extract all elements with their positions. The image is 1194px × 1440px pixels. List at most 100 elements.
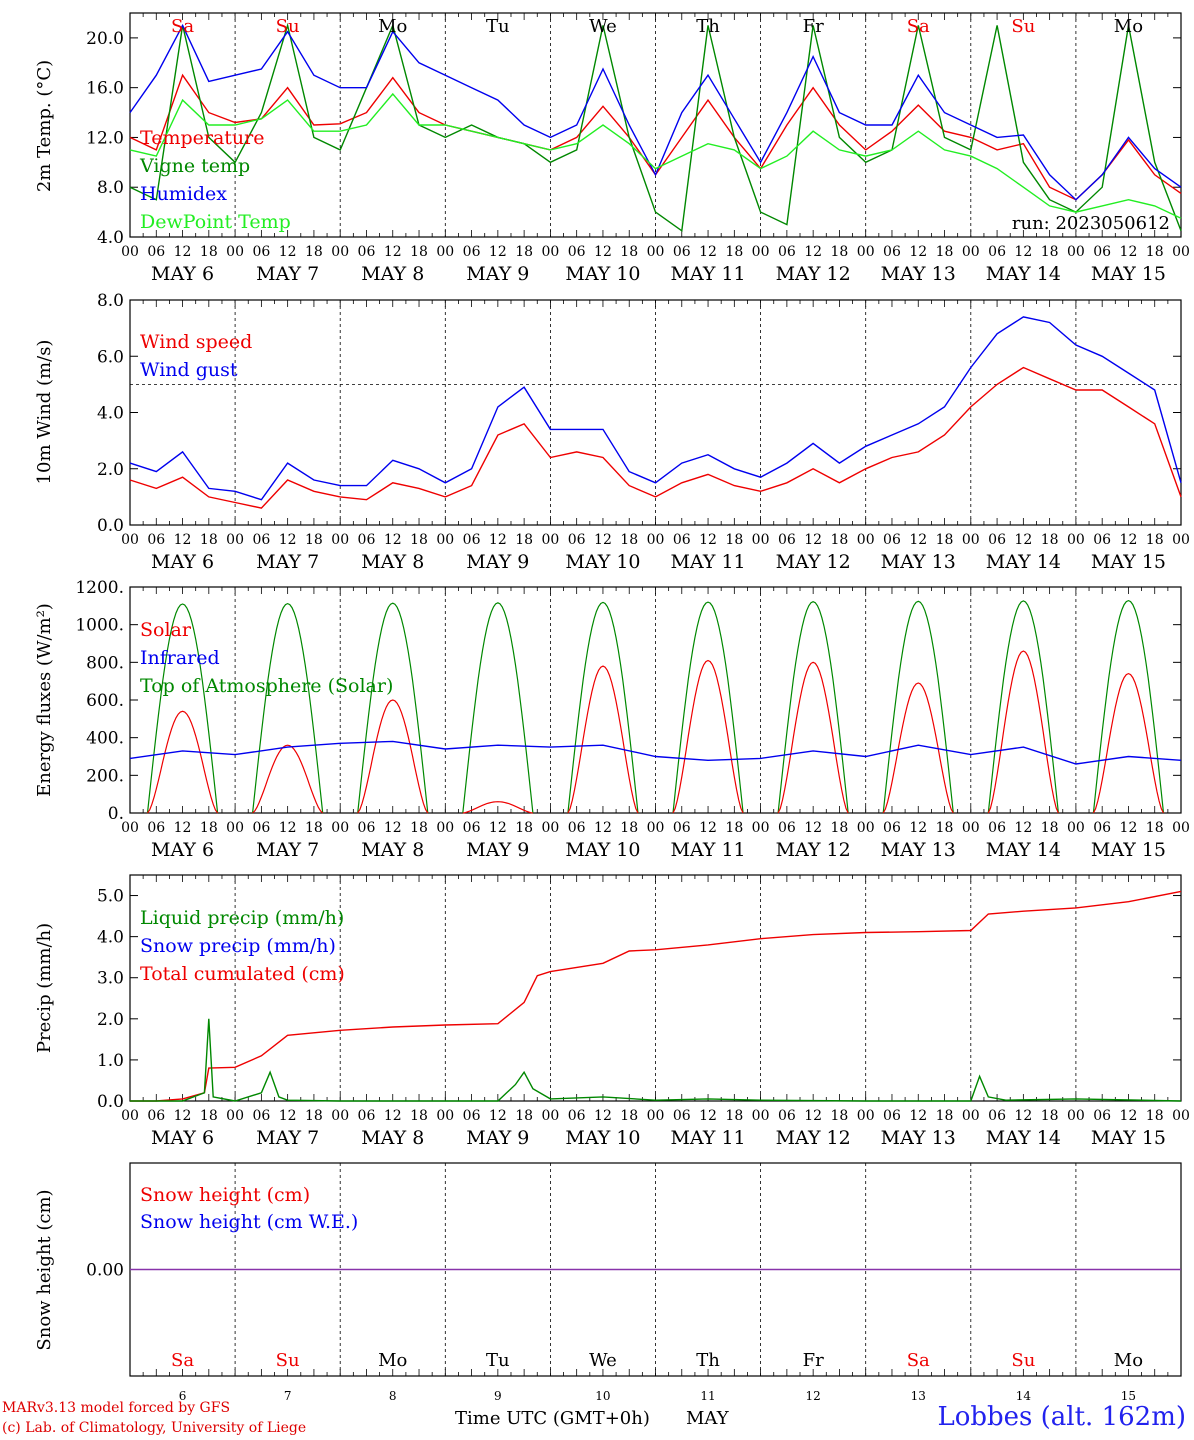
toa-solar-day-7	[777, 601, 849, 814]
panel-4-hour-label: 00	[647, 1108, 665, 1124]
panel-3-date-label: MAY 15	[1091, 839, 1166, 861]
panel-3-hour-label: 12	[804, 820, 822, 836]
panel-1-hour-label: 18	[620, 244, 638, 260]
panel-2-date-label: MAY 13	[881, 551, 956, 573]
panel-1-y-axis-label: 2m Temp. (°C)	[34, 60, 55, 192]
panel-3-hour-label: 00	[1172, 820, 1190, 836]
solar-day-1	[147, 710, 219, 814]
panel-3-hour-label: 12	[1120, 820, 1138, 836]
panel-3-hour-label: 00	[962, 820, 980, 836]
panel-1-date-label: MAY 13	[881, 263, 956, 285]
panel-1-hour-label: 00	[541, 244, 559, 260]
panel-1-hour-label: 12	[279, 244, 297, 260]
panel-4-hour-label: 00	[1067, 1108, 1085, 1124]
day-number: 7	[284, 1389, 292, 1403]
panel-3-date-label: MAY 8	[361, 839, 424, 861]
panel-2-date-label: MAY 10	[565, 551, 640, 573]
panel-1-hour-label: 00	[436, 244, 454, 260]
toa-solar-day-8	[882, 600, 954, 814]
panel-1-hour-label: 00	[647, 244, 665, 260]
day-name-bottom: Sa	[171, 1350, 194, 1371]
panel-3-hour-label: 18	[936, 820, 954, 836]
panel-1-hour-label: 06	[673, 244, 691, 260]
panel-1-hour-label: 12	[174, 244, 192, 260]
panel-2-hour-label: 06	[778, 532, 796, 548]
panel-4-hour-label: 00	[752, 1108, 770, 1124]
day-name-top: Sa	[171, 16, 194, 37]
series-dewpoint-temp	[129, 92, 1182, 219]
panel-1-hour-label: 18	[200, 244, 218, 260]
panel-4-date-label: MAY 12	[776, 1127, 851, 1149]
toa-solar-day-10	[1092, 599, 1165, 814]
panel-3-y-tick-label: 400.	[86, 729, 124, 749]
panel-4-date-label: MAY 8	[361, 1127, 424, 1149]
panel-1-y-tick-label: 4.0	[97, 228, 124, 248]
panel-1-date-label: MAY 15	[1091, 263, 1166, 285]
panel-1-date-label: MAY 8	[361, 263, 424, 285]
panel-2-hour-label: 00	[752, 532, 770, 548]
panel-4	[129, 874, 1182, 1102]
panel-4-hour-label: 18	[1146, 1108, 1164, 1124]
panel-3-hour-label: 00	[331, 820, 349, 836]
panel-1-hour-label: 12	[1014, 244, 1032, 260]
panel-2-hour-label: 06	[463, 532, 481, 548]
day-name-bottom: Su	[1011, 1350, 1035, 1371]
day-number: 12	[806, 1389, 821, 1403]
day-name-bottom: Su	[276, 1350, 300, 1371]
panel-3-y-tick-label: 200.	[86, 766, 124, 786]
panel-3-legend-2: Infrared	[140, 647, 220, 669]
day-name-top: Su	[1011, 16, 1035, 37]
panel-3-date-label: MAY 10	[565, 839, 640, 861]
panel-4-hour-label: 00	[331, 1108, 349, 1124]
panel-3-hour-label: 00	[857, 820, 875, 836]
toa-solar-day-3	[357, 602, 429, 814]
panel-2-hour-label: 12	[804, 532, 822, 548]
panel-4-hour-label: 18	[725, 1108, 743, 1124]
toa-solar-day-2	[252, 602, 324, 814]
panel-3-date-label: MAY 11	[670, 839, 745, 861]
panel-4-hour-label: 06	[463, 1108, 481, 1124]
panel-4-legend-1: Liquid precip (mm/h)	[140, 907, 344, 929]
panel-3-hour-label: 18	[200, 820, 218, 836]
panel-3-hour-label: 18	[831, 820, 849, 836]
panel-3-hour-label: 18	[725, 820, 743, 836]
panel-3-hour-label: 00	[121, 820, 139, 836]
panel-3-hour-label: 18	[620, 820, 638, 836]
panel-3-date-label: MAY 6	[151, 839, 214, 861]
panel-3-y-tick-label: 800.	[86, 653, 124, 673]
panel-4-hour-label: 12	[489, 1108, 507, 1124]
panel-3-hour-label: 06	[463, 820, 481, 836]
x-axis-month: MAY	[686, 1408, 730, 1429]
lab-credit: (c) Lab. of Climatology, University of L…	[2, 1420, 307, 1436]
panel-1-date-label: MAY 12	[776, 263, 851, 285]
series-infrared	[129, 740, 1182, 765]
day-name-top: Su	[276, 16, 300, 37]
panel-1-hour-label: 12	[384, 244, 402, 260]
station-name: Lobbes (alt. 162m)	[937, 1402, 1186, 1432]
solar-day-5	[567, 665, 639, 814]
panel-3-hour-label: 12	[594, 820, 612, 836]
panel-4-hour-label: 18	[305, 1108, 323, 1124]
panel-4-legend-2: Snow precip (mm/h)	[140, 935, 336, 957]
panel-2-hour-label: 12	[594, 532, 612, 548]
panel-5-y-tick-label: 0.00	[86, 1261, 124, 1281]
panel-1-hour-label: 00	[1067, 244, 1085, 260]
panel-4-hour-label: 18	[410, 1108, 428, 1124]
panel-4-date-label: MAY 14	[986, 1127, 1061, 1149]
panel-4-hour-label: 00	[857, 1108, 875, 1124]
panel-2-y-tick-label: 4.0	[97, 404, 124, 424]
panel-1-hour-label: 18	[831, 244, 849, 260]
toa-solar-day-4	[462, 602, 534, 814]
day-name-top: Th	[696, 16, 720, 37]
panel-4-hour-label: 18	[936, 1108, 954, 1124]
solar-day-7	[777, 661, 849, 814]
panel-5-legend-2: Snow height (cm W.E.)	[140, 1211, 358, 1233]
panel-3-hour-label: 12	[489, 820, 507, 836]
panel-4-date-label: MAY 6	[151, 1127, 214, 1149]
day-name-top: Mo	[1114, 16, 1143, 37]
series-total-cumulated-cm-	[130, 890, 1182, 1102]
panel-4-date-label: MAY 11	[670, 1127, 745, 1149]
day-number: 8	[389, 1389, 397, 1403]
panel-2-date-label: MAY 11	[670, 551, 745, 573]
